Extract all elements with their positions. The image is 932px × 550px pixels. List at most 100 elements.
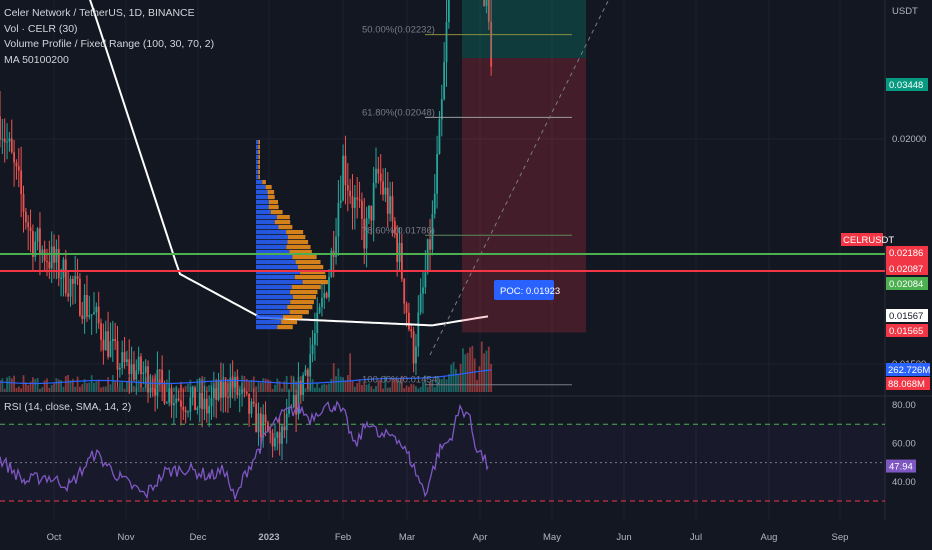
candle-body (314, 333, 316, 345)
poc-badge[interactable] (494, 280, 554, 300)
candle-body (36, 228, 39, 242)
volume-bar (3, 388, 6, 392)
candle-body (259, 413, 262, 438)
candle-body (74, 276, 77, 284)
price-tag-label: 0.01565 (889, 326, 923, 337)
legend-volume-profile[interactable]: Volume Profile / Fixed Range (100, 30, 7… (4, 38, 215, 50)
volume-bar (292, 379, 295, 392)
volume-profile-down-bar (268, 200, 278, 205)
volume-profile-down-bar (274, 220, 291, 225)
volume-profile-down-bar (289, 310, 309, 315)
candle-body (57, 248, 60, 279)
time-tick-label: Apr (473, 532, 488, 543)
volume-profile-down-bar (287, 235, 306, 240)
volume-bar (344, 381, 347, 392)
volume-bar (149, 376, 152, 392)
volume-bar (480, 341, 483, 392)
time-tick-label: Dec (190, 532, 207, 543)
price-tag[interactable] (886, 277, 928, 290)
volume-bar (182, 387, 185, 392)
volume-profile-up-bar (256, 230, 287, 235)
price-axis[interactable]: USDT0.035500.030000.025000.020000.015000… (841, 0, 930, 390)
candle-body (412, 331, 415, 364)
volume-bar (471, 345, 474, 392)
rsi-value-tag[interactable] (886, 459, 916, 473)
volume-bar (419, 386, 422, 392)
candle-body (426, 239, 429, 273)
main-pane[interactable] (0, 0, 493, 461)
volume-bar (32, 377, 34, 392)
volume-profile-up-bar (256, 250, 290, 255)
volume-bar (210, 381, 213, 392)
volume-profile-down-bar (267, 195, 275, 200)
price-tag[interactable] (886, 309, 928, 322)
legend-moving-average[interactable]: MA 50100200 (4, 53, 69, 66)
volume-bar (46, 378, 48, 392)
time-axis[interactable]: Oct Nov Dec 2023 Feb Mar Apr May Jun Jul Aug Sep (47, 532, 849, 543)
volume-bar (10, 378, 13, 392)
volume-tag[interactable] (886, 377, 930, 390)
rsi-legend[interactable]: RSI (14, close, SMA, 14, 2) (4, 401, 132, 413)
candle-body (323, 292, 326, 298)
volume-bar (212, 383, 215, 392)
volume-profile[interactable] (256, 140, 328, 330)
volume-profile-up-bar (256, 140, 259, 145)
volume-profile-down-bar (300, 270, 326, 275)
volume-profile-up-bar (256, 160, 259, 165)
price-tag[interactable] (886, 246, 928, 259)
volume-profile-up-bar (256, 235, 288, 240)
volume-bar (180, 381, 182, 392)
volume-profile-down-bar (286, 230, 304, 235)
volume-tag[interactable] (886, 363, 930, 376)
time-tick-label: May (543, 532, 561, 543)
volume-bar (410, 383, 413, 392)
price-tag[interactable] (886, 324, 928, 337)
volume-bar (457, 374, 460, 392)
candle-body (97, 306, 100, 324)
candle-body (304, 369, 307, 376)
candle-body (365, 218, 368, 249)
candle-body (126, 359, 128, 362)
volume-bar (0, 380, 1, 392)
symbol-tag-label: CELRUSDT (843, 235, 894, 246)
legend-volume[interactable]: Vol · CELR (30) (4, 22, 78, 35)
candle-body (396, 233, 399, 262)
volume-bar (353, 386, 356, 392)
volume-bar (107, 377, 109, 392)
rsi-pane[interactable]: 80.00 60.00 40.00 47.94 (0, 400, 916, 502)
candle-body (196, 407, 199, 411)
candle-body (436, 153, 438, 194)
fib-level-label: 78.60%(0.01786) (362, 225, 435, 236)
candle-body (335, 236, 337, 258)
volume-bar (241, 375, 243, 392)
candle-body (104, 331, 107, 351)
candle-body (393, 221, 396, 234)
volume-bar (135, 388, 138, 392)
volume-bar (450, 364, 453, 392)
candle-body (292, 394, 295, 408)
volume-profile-up-bar (256, 260, 296, 265)
volume-bar (6, 377, 8, 392)
legend-symbol[interactable]: Celer Network / TetherUS, 1D, BINANCE (4, 7, 195, 19)
volume-bar (250, 379, 253, 392)
candle-body (0, 116, 1, 140)
volume-profile-up-bar (256, 270, 301, 275)
candle-body (107, 331, 109, 357)
grid-lines (0, 0, 932, 520)
drawing-overlays: 1(0.03552)0.00%(0.03009)38.20%(0.02415)5… (0, 0, 885, 386)
volume-profile-up-bar (256, 210, 271, 215)
price-tag[interactable] (886, 262, 928, 275)
volume-bar (309, 383, 312, 392)
volume-bar (332, 363, 335, 392)
candle-body (325, 292, 328, 298)
candle-body (147, 366, 149, 393)
candle-body (422, 287, 424, 294)
volume-bar (346, 375, 349, 392)
price-tag[interactable] (886, 78, 928, 91)
volume-profile-down-bar (258, 165, 260, 170)
candle-body (67, 293, 70, 297)
symbol-price-tag[interactable] (841, 233, 883, 246)
volume-bar (62, 386, 65, 392)
candle-body (410, 329, 413, 332)
